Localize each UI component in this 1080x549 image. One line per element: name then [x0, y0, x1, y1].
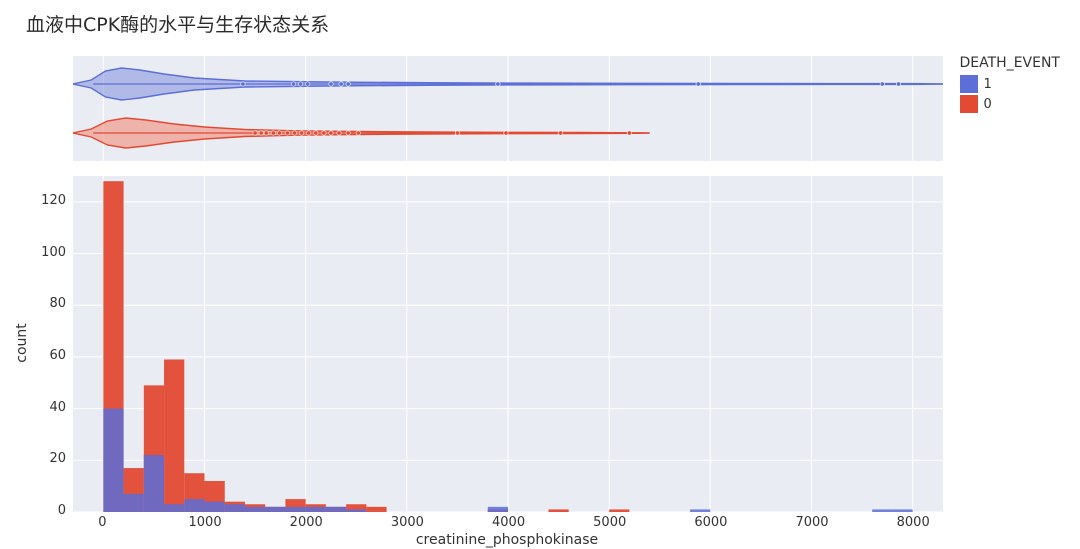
hist-bar-1	[872, 509, 892, 512]
violin-point	[307, 131, 311, 135]
violin-point	[504, 131, 508, 135]
hist-bar-1	[488, 507, 508, 512]
violin-point	[305, 82, 309, 86]
violin-point	[356, 131, 360, 135]
violin-point	[241, 82, 245, 86]
violin-point	[346, 131, 350, 135]
hist-bar-1	[265, 507, 285, 512]
violin-point	[299, 131, 303, 135]
y-tick-label: 120	[41, 193, 66, 208]
legend: DEATH_EVENT 1 0	[960, 55, 1061, 113]
y-tick-label: 40	[49, 400, 66, 415]
violin-point	[298, 82, 302, 86]
violin-point	[696, 82, 700, 86]
hist-bar-1	[144, 455, 164, 512]
violin-point	[314, 131, 318, 135]
hist-bar-1	[346, 509, 366, 512]
hist-bar-1	[245, 507, 265, 512]
violin-point	[329, 131, 333, 135]
violin-point	[271, 131, 275, 135]
chart-title: 血液中CPK酶的水平与生存状态关系	[26, 10, 329, 37]
violin-point	[896, 82, 900, 86]
x-tick-label: 5000	[593, 515, 623, 530]
hist-bar-1	[164, 504, 184, 512]
violin-point	[292, 131, 296, 135]
x-tick-label: 4000	[492, 515, 522, 530]
violin-point	[558, 131, 562, 135]
x-tick-label: 6000	[694, 515, 724, 530]
violin-point	[264, 131, 268, 135]
y-tick-label: 80	[49, 296, 66, 311]
y-tick-label: 20	[49, 451, 66, 466]
x-tick-label: 7000	[795, 515, 825, 530]
hist-bar-1	[892, 509, 912, 512]
y-axis-label: count	[12, 175, 32, 511]
legend-label-1: 1	[984, 77, 992, 92]
hist-bar-1	[103, 409, 123, 512]
x-tick-label: 2000	[290, 515, 320, 530]
legend-label-0: 0	[984, 97, 992, 112]
violin-point	[346, 82, 350, 86]
violin-svg	[73, 56, 943, 161]
hist-bar-1	[205, 502, 225, 512]
violin-point	[259, 131, 263, 135]
hist-bar-0	[609, 509, 629, 512]
legend-title: DEATH_EVENT	[960, 55, 1061, 71]
hist-bar-0	[366, 507, 386, 512]
x-tick-label: 3000	[391, 515, 421, 530]
x-tick-label: 0	[87, 515, 117, 530]
legend-item-1: 1	[960, 75, 1061, 93]
histogram-svg	[73, 176, 943, 512]
legend-swatch-0	[960, 95, 978, 113]
violin-point	[880, 82, 884, 86]
y-tick-label: 60	[49, 348, 66, 363]
violin-point	[339, 82, 343, 86]
violin-point	[291, 82, 295, 86]
violin-point	[253, 131, 257, 135]
y-tick-label: 100	[41, 245, 66, 260]
hist-bar-1	[124, 494, 144, 512]
hist-bar-1	[285, 507, 305, 512]
violin-point	[277, 131, 281, 135]
violin-point	[285, 131, 289, 135]
y-tick-label: 0	[58, 503, 66, 518]
violin-panel	[72, 55, 944, 162]
hist-bar-0	[548, 509, 568, 512]
hist-bar-1	[690, 509, 710, 512]
violin-point	[496, 82, 500, 86]
violin-point	[322, 131, 326, 135]
hist-bar-1	[326, 507, 346, 512]
violin-point	[455, 131, 459, 135]
figure: 血液中CPK酶的水平与生存状态关系 DEATH_EVENT 1 0 010002…	[0, 0, 1080, 549]
legend-swatch-1	[960, 75, 978, 93]
violin-point	[337, 131, 341, 135]
histogram-panel	[72, 175, 944, 513]
legend-item-0: 0	[960, 95, 1061, 113]
hist-bar-1	[184, 499, 204, 512]
hist-bar-0	[164, 360, 184, 512]
hist-bar-1	[306, 507, 326, 512]
x-tick-label: 8000	[897, 515, 927, 530]
violin-point	[329, 82, 333, 86]
x-axis-label: creatinine_phosphokinase	[72, 532, 942, 548]
x-tick-label: 1000	[189, 515, 219, 530]
violin-point	[627, 131, 631, 135]
hist-bar-1	[225, 504, 245, 512]
